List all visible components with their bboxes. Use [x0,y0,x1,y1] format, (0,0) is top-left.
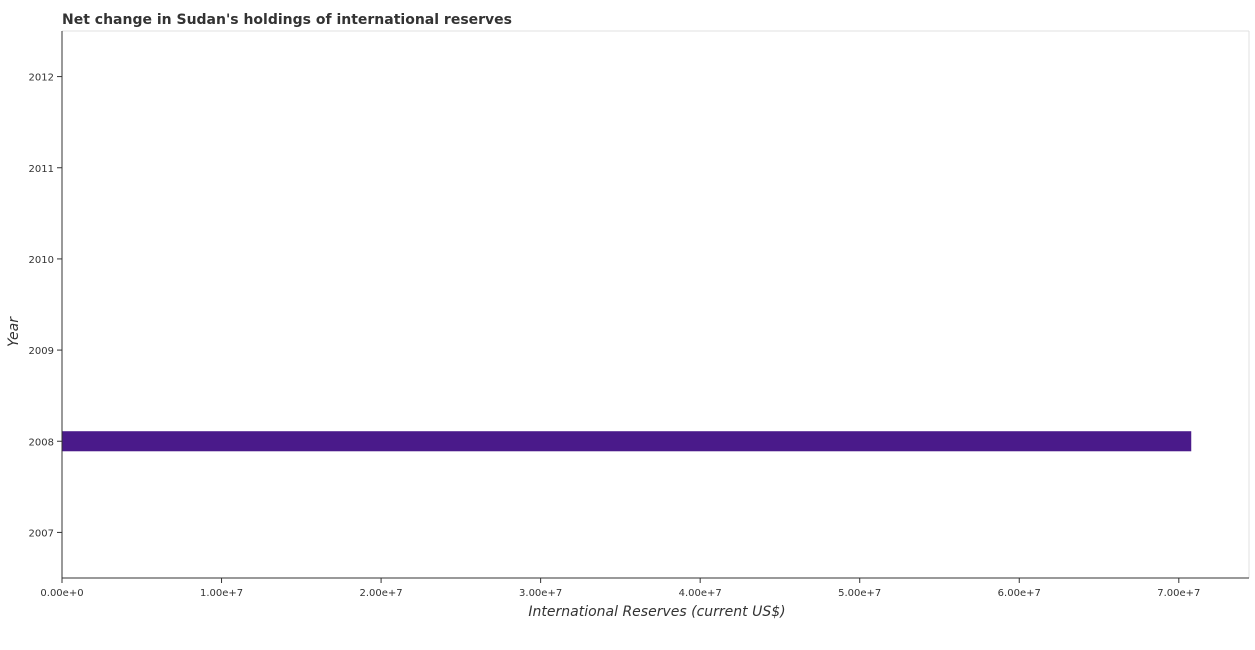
y-tick-label-2009: 2009 [29,346,54,357]
x-tick-label-3: 3.00e+7 [519,588,562,599]
x-tick-label-1: 1.00e+7 [200,588,243,599]
x-tick-label-2: 2.00e+7 [360,588,403,599]
x-axis-label: International Reserves (current US$) [528,604,785,620]
chart-title: Net change in Sudan's holdings of intern… [62,12,512,28]
x-tick-label-6: 6.00e+7 [998,588,1041,599]
y-tick-label-2012: 2012 [29,73,54,84]
y-tick-label-2008: 2008 [29,437,54,448]
y-tick-label-2010: 2010 [29,255,54,266]
x-tick-label-0: 0.00e+0 [40,588,83,599]
y-axis-label: Year [6,316,22,347]
bar-2008 [62,431,1192,452]
y-tick-label-2007: 2007 [29,528,54,539]
x-tick-label-5: 5.00e+7 [838,588,881,599]
x-tick-label-4: 4.00e+7 [679,588,722,599]
plot-area: 2007 2008 2009 2010 2011 2012 0.00e+0 1.00e+7 2.… [29,30,1250,599]
x-tick-label-7: 7.00e+7 [1157,588,1200,599]
y-tick-label-2011: 2011 [29,164,54,175]
